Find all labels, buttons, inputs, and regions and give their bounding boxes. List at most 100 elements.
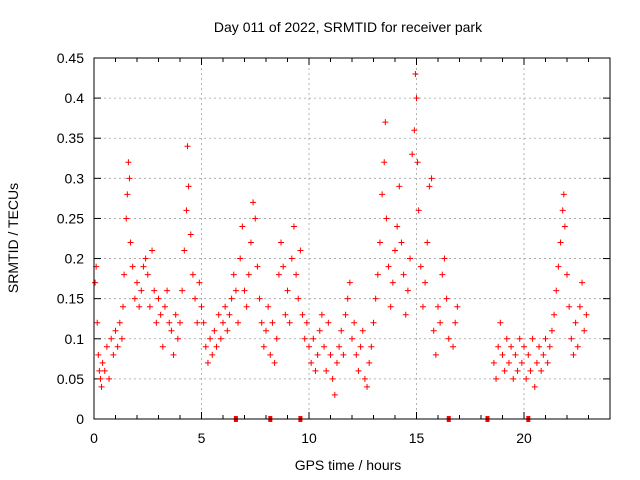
data-point: [490, 359, 497, 366]
data-point: [351, 319, 358, 326]
data-point: [381, 159, 388, 166]
data-point: [503, 335, 510, 342]
data-point: [161, 303, 168, 310]
data-point: [536, 343, 543, 350]
data-point: [417, 263, 424, 270]
data-point: [331, 391, 338, 398]
plot-frame: [93, 57, 611, 420]
data-point: [226, 311, 233, 318]
data-point: [142, 255, 149, 262]
data-point: [303, 319, 310, 326]
data-point: [189, 271, 196, 278]
data-point: [211, 327, 218, 334]
data-point: [174, 335, 181, 342]
y-tick-label: 0.1: [65, 331, 85, 347]
data-point: [164, 287, 171, 294]
data-point: [92, 279, 99, 286]
data-point: [213, 343, 220, 350]
data-point: [389, 279, 396, 286]
data-point: [166, 319, 173, 326]
data-point: [222, 303, 229, 310]
chart-title: Day 011 of 2022, SRMTID for receiver par…: [214, 19, 483, 35]
data-point: [559, 207, 566, 214]
data-point: [123, 215, 130, 222]
data-point: [301, 335, 308, 342]
data-point: [404, 287, 411, 294]
x-tick-label: 5: [198, 430, 206, 446]
data-point: [241, 287, 248, 294]
data-point: [370, 319, 377, 326]
data-point: [400, 271, 407, 278]
data-point: [415, 207, 422, 214]
data-point: [215, 311, 222, 318]
data-point: [396, 183, 403, 190]
data-point: [207, 335, 214, 342]
data-point: [327, 351, 334, 358]
data-point: [359, 327, 366, 334]
data-point: [286, 319, 293, 326]
data-point: [224, 327, 231, 334]
data-point: [419, 303, 426, 310]
data-point: [435, 303, 441, 310]
data-point: [260, 343, 267, 350]
data-point: [284, 287, 291, 294]
data-point: [439, 271, 446, 278]
data-point: [411, 127, 418, 134]
data-point: [314, 351, 321, 358]
data-point: [566, 303, 573, 310]
data-point: [252, 215, 259, 222]
data-point: [187, 231, 194, 238]
data-point: [516, 335, 523, 342]
data-point: [376, 239, 383, 246]
data-point: [192, 295, 199, 302]
data-point: [374, 271, 381, 278]
data-point: [394, 223, 401, 230]
data-point: [525, 351, 532, 358]
data-point: [544, 359, 551, 366]
data-point: [263, 327, 269, 334]
data-point: [493, 375, 500, 382]
data-point: [441, 255, 448, 262]
data-point: [340, 351, 347, 358]
data-point: [437, 319, 444, 326]
data-point: [116, 319, 123, 326]
data-points: [92, 71, 590, 398]
data-point: [361, 375, 368, 382]
data-point: [265, 303, 272, 310]
data-point: [413, 95, 420, 102]
data-point: [564, 271, 570, 278]
data-point: [172, 311, 179, 318]
data-point: [409, 151, 416, 158]
data-point: [561, 223, 568, 230]
data-point: [402, 311, 409, 318]
data-point: [428, 175, 435, 182]
y-axis: 0 0.05 0.1 0.15 0.2 0.25 0.3 0.35 0.4 0.45: [57, 50, 610, 427]
data-point: [542, 335, 549, 342]
data-point: [110, 351, 117, 358]
data-point: [96, 367, 103, 374]
data-point: [121, 271, 128, 278]
data-point: [127, 239, 134, 246]
data-point: [256, 295, 263, 302]
data-point: [548, 327, 555, 334]
data-point: [583, 311, 590, 318]
data-point: [112, 327, 119, 334]
x-tick-label: 0: [90, 430, 98, 446]
data-point: [98, 383, 105, 390]
data-point: [140, 263, 147, 270]
data-point: [357, 343, 364, 350]
data-point: [364, 383, 371, 390]
data-point: [125, 159, 132, 166]
data-point: [299, 311, 306, 318]
data-point: [505, 359, 512, 366]
data-point: [230, 271, 237, 278]
data-point: [273, 335, 280, 342]
data-point: [540, 351, 547, 358]
data-point: [497, 319, 504, 326]
data-point: [430, 327, 437, 334]
data-point: [308, 359, 315, 366]
data-point: [445, 335, 452, 342]
data-point: [293, 271, 300, 278]
data-point: [228, 295, 235, 302]
data-point: [95, 351, 102, 358]
